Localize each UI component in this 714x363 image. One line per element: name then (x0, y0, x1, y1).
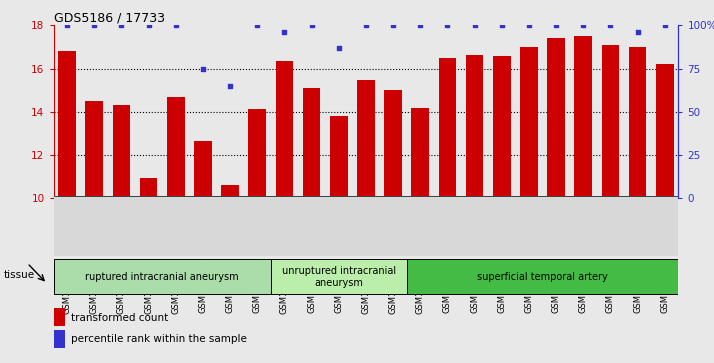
Bar (221, 185, 239, 198)
Bar (59, 51, 76, 198)
Point (197, 66, 208, 72)
Text: ruptured intracranial aneurysm: ruptured intracranial aneurysm (86, 272, 239, 282)
Point (442, 23, 453, 28)
Bar (167, 97, 185, 198)
Point (116, 23, 127, 28)
Bar (411, 109, 429, 198)
Text: transformed count: transformed count (71, 313, 169, 323)
Point (251, 23, 263, 28)
Bar (493, 56, 511, 198)
Point (578, 23, 589, 28)
Point (469, 23, 481, 28)
Bar (54, 308, 65, 326)
Point (306, 23, 317, 28)
Bar (466, 54, 483, 198)
Point (605, 23, 616, 28)
Point (496, 23, 508, 28)
Point (659, 23, 670, 28)
Point (89, 23, 100, 28)
FancyBboxPatch shape (407, 259, 678, 294)
Point (143, 23, 154, 28)
Bar (629, 47, 646, 198)
Bar (194, 141, 212, 198)
Point (361, 23, 372, 28)
FancyBboxPatch shape (54, 259, 271, 294)
Point (632, 29, 643, 35)
Bar (276, 61, 293, 198)
Point (170, 23, 181, 28)
Bar (330, 116, 348, 198)
Bar (140, 179, 158, 198)
Bar (438, 58, 456, 198)
Bar (86, 101, 103, 198)
Point (224, 83, 236, 89)
Point (278, 29, 290, 35)
Bar (54, 330, 65, 348)
Point (388, 23, 399, 28)
Point (333, 45, 344, 51)
Point (523, 23, 535, 28)
Text: percentile rank within the sample: percentile rank within the sample (71, 334, 247, 344)
Text: superficial temporal artery: superficial temporal artery (477, 272, 608, 282)
Bar (520, 47, 538, 198)
Point (550, 23, 562, 28)
Bar (248, 110, 266, 198)
Text: GDS5186 / 17733: GDS5186 / 17733 (54, 11, 164, 24)
Bar (384, 90, 402, 198)
Bar (656, 64, 673, 198)
Point (415, 23, 426, 28)
Text: tissue: tissue (4, 270, 35, 280)
Bar (574, 36, 592, 198)
FancyBboxPatch shape (271, 259, 407, 294)
Bar (303, 88, 321, 198)
Text: unruptured intracranial
aneurysm: unruptured intracranial aneurysm (282, 266, 396, 287)
Bar (113, 105, 130, 198)
Bar (602, 45, 619, 198)
Bar (357, 80, 375, 198)
Point (61, 23, 73, 28)
Bar (547, 38, 565, 198)
